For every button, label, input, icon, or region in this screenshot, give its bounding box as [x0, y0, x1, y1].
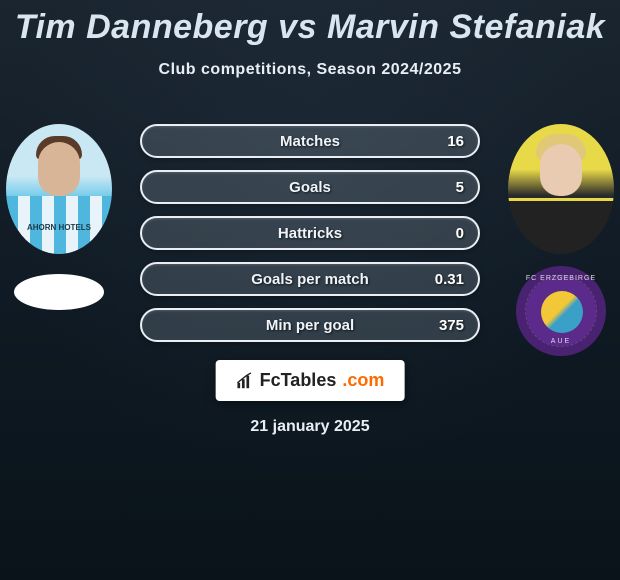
- player2-name: Marvin Stefaniak: [327, 8, 605, 46]
- stats-section: AHORN HOTELS FC ERZGEBIRGE AUE Matc: [0, 114, 620, 374]
- stat-right-value: 0.31: [420, 271, 464, 288]
- player1-club-logo: [14, 264, 104, 310]
- stat-row-goals-per-match: Goals per match 0.31: [140, 262, 480, 296]
- player2-column: FC ERZGEBIRGE AUE: [506, 124, 616, 356]
- render-date: 21 january 2025: [0, 418, 620, 436]
- player2-club-logo: FC ERZGEBIRGE AUE: [516, 266, 606, 356]
- source-branding: FcTables.com: [216, 360, 405, 401]
- branding-suffix: .com: [342, 370, 384, 391]
- branding-prefix: FcTables: [260, 370, 337, 391]
- player1-column: AHORN HOTELS: [4, 124, 114, 310]
- crest-text-bottom: AUE: [519, 338, 603, 345]
- chart-icon: [236, 372, 254, 390]
- stat-right-value: 16: [420, 133, 464, 150]
- vs-label: vs: [278, 8, 317, 46]
- stat-right-value: 5: [420, 179, 464, 196]
- season-subtitle: Club competitions, Season 2024/2025: [0, 61, 620, 79]
- comparison-title: Tim Danneberg vs Marvin Stefaniak: [0, 0, 620, 47]
- crest-text-top: FC ERZGEBIRGE: [519, 275, 603, 282]
- player1-name: Tim Danneberg: [15, 8, 268, 46]
- stat-bars: Matches 16 Goals 5 Hattricks 0 Goals per…: [140, 124, 480, 354]
- player1-avatar: AHORN HOTELS: [6, 124, 112, 254]
- stat-row-matches: Matches 16: [140, 124, 480, 158]
- stat-row-goals: Goals 5: [140, 170, 480, 204]
- stat-right-value: 0: [420, 225, 464, 242]
- stat-row-min-per-goal: Min per goal 375: [140, 308, 480, 342]
- stat-right-value: 375: [420, 317, 464, 334]
- player1-jersey-text: AHORN HOTELS: [6, 223, 112, 232]
- stat-row-hattricks: Hattricks 0: [140, 216, 480, 250]
- player2-avatar: [508, 124, 614, 254]
